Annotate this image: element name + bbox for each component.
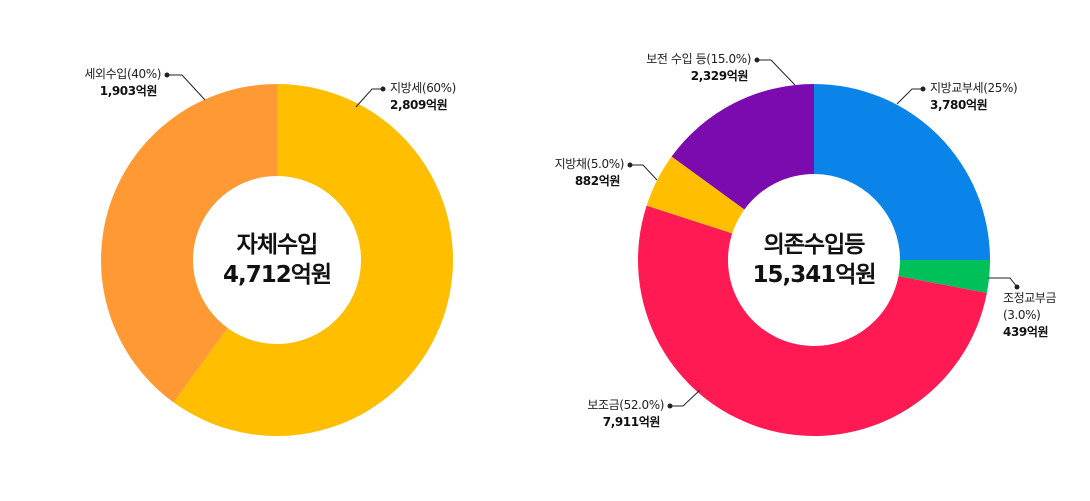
leader-line-local-bond	[630, 164, 658, 181]
label-non-tax: 세외수입(40%) 1,903억원	[40, 66, 161, 100]
leader-lines	[167, 59, 1018, 407]
label-local-bond-name: 지방채(5.0%)	[554, 157, 625, 171]
label-local-bond-value: 882억원	[574, 174, 621, 188]
label-grant-tax: 지방교부세(25%) 3,780억원	[930, 80, 1018, 114]
donut-slice	[814, 84, 990, 260]
leader-line-non-tax	[167, 74, 206, 101]
leader-dot-icon	[754, 57, 760, 63]
leader-dot-icon	[164, 72, 170, 78]
donut-slice	[671, 84, 814, 210]
label-adjust-grant: 조정교부금 (3.0%) 439억원	[1003, 290, 1057, 341]
own-revenue-donut	[101, 84, 454, 436]
label-subsidy: 보조금(52.0%) 7,911억원	[520, 397, 664, 431]
label-grant-tax-name: 지방교부세(25%)	[930, 81, 1018, 95]
label-local-tax: 지방세(60%) 2,809억원	[390, 80, 456, 114]
label-subsidy-value: 7,911억원	[602, 415, 661, 429]
leader-line-reserve	[757, 59, 796, 86]
label-non-tax-name: 세외수입(40%)	[84, 67, 161, 81]
label-adjust-grant-pct: (3.0%)	[1003, 308, 1041, 322]
donut-slice	[173, 84, 454, 436]
label-non-tax-value: 1,903억원	[99, 84, 158, 98]
label-reserve-name: 보전 수입 등(15.0%)	[646, 52, 751, 66]
own-revenue-total: 4,712억원	[222, 262, 332, 288]
own-revenue-center-label: 자체수입 4,712억원	[197, 230, 357, 290]
leader-dots	[164, 57, 1020, 409]
label-grant-tax-value: 3,780억원	[930, 98, 988, 112]
label-local-tax-name: 지방세(60%)	[390, 81, 456, 95]
donut-slice	[898, 260, 990, 293]
dependent-revenue-center-label: 의존수입등 15,341억원	[729, 230, 899, 290]
label-local-bond: 지방채(5.0%) 882억원	[500, 156, 625, 190]
leader-line-grant-tax	[896, 88, 923, 105]
leader-dot-icon	[627, 162, 633, 168]
donut-slice	[638, 205, 987, 437]
label-adjust-grant-name: 조정교부금	[1003, 291, 1057, 305]
own-revenue-title: 자체수입	[236, 232, 319, 258]
dependent-revenue-title: 의존수입등	[763, 232, 866, 258]
dependent-revenue-total: 15,341억원	[752, 262, 876, 288]
label-reserve: 보전 수입 등(15.0%) 2,329억원	[580, 51, 751, 85]
donut-slice	[101, 84, 277, 403]
donut-slice	[646, 156, 745, 234]
label-reserve-value: 2,329억원	[690, 69, 749, 83]
leader-dot-icon	[920, 86, 926, 92]
leader-line-adjust-grant	[988, 277, 1018, 288]
leader-line-local-tax	[355, 88, 383, 108]
dependent-revenue-donut	[638, 84, 990, 437]
label-adjust-grant-value: 439억원	[1003, 325, 1049, 339]
label-local-tax-value: 2,809억원	[390, 98, 448, 112]
label-subsidy-name: 보조금(52.0%)	[587, 398, 664, 412]
leader-dot-icon	[1014, 284, 1020, 290]
leader-dot-icon	[380, 86, 386, 92]
leader-line-subsidy	[670, 389, 701, 407]
leader-dot-icon	[667, 403, 673, 409]
